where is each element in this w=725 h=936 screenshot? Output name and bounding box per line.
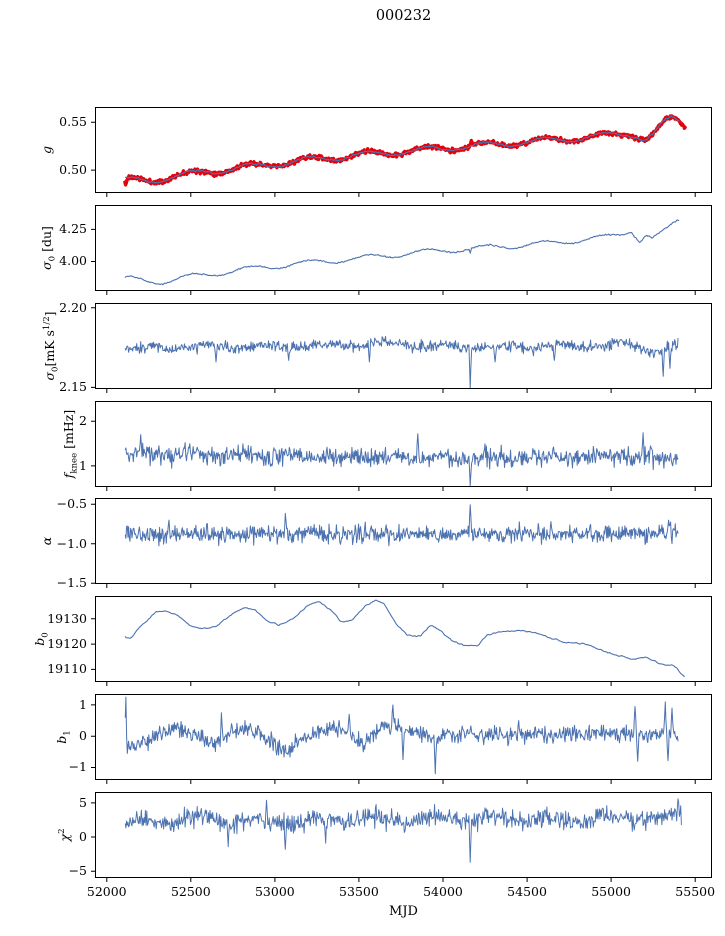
y-tick-label: 0.50 [59, 162, 87, 178]
series-fknee [124, 432, 679, 487]
y-tick-label: 0.55 [59, 114, 87, 130]
tick-marks [91, 121, 696, 197]
x-axis-label: MJD [389, 904, 418, 919]
series-b0 [124, 599, 685, 678]
x-tick-label: 55000 [591, 884, 631, 899]
y-tick-label: −5 [68, 863, 87, 879]
series-sigma0-mks [124, 335, 679, 389]
x-tick-label: 54500 [507, 884, 547, 899]
y-tick-label: 5 [79, 794, 87, 810]
panel-fknee [91, 401, 712, 491]
figure-title: 000232 [375, 8, 432, 24]
panel-sigma0-mks [91, 303, 712, 393]
y-tick-label: 2.15 [59, 379, 87, 395]
y-axis-label-fknee: fknee [mHz] [60, 409, 80, 479]
y-tick-label: 2 [79, 413, 87, 429]
tick-marks [91, 503, 696, 588]
panel-frame [95, 205, 712, 291]
y-tick-label: 0 [79, 829, 87, 845]
y-tick-label: 4.00 [59, 253, 87, 269]
y-tick-label: 4.25 [59, 221, 87, 237]
x-tick-label: 52500 [170, 884, 211, 899]
x-tick-label: 52000 [86, 884, 127, 899]
panel-frame [95, 596, 712, 682]
y-tick-label: −1.5 [56, 575, 87, 591]
y-tick-label: 1 [79, 457, 87, 473]
y-tick-label: 2.20 [59, 299, 87, 315]
panel-frame [95, 303, 712, 389]
panel-g [91, 107, 712, 197]
panel-chi2 [91, 792, 712, 882]
panel-frame [95, 792, 712, 878]
x-tick-label: 53000 [254, 884, 295, 899]
y-axis-label-chi2: χ2 [56, 828, 72, 842]
x-tick-label: 53500 [339, 884, 379, 899]
panel-b0 [91, 596, 712, 686]
y-tick-label: 19110 [47, 661, 87, 677]
y-tick-label: 0 [79, 728, 87, 744]
y-tick-label: 19120 [47, 636, 87, 652]
tick-marks [91, 307, 696, 393]
tick-marks [91, 704, 696, 784]
series-alpha [124, 504, 679, 547]
tick-marks [91, 618, 696, 686]
y-tick-label: 19130 [47, 610, 87, 626]
panel-frame [95, 401, 712, 487]
series-g-model [125, 115, 680, 184]
x-tick-label: 54000 [423, 884, 463, 899]
panel-alpha [91, 498, 712, 588]
series-sigma0-du [124, 219, 680, 286]
series-chi2 [124, 798, 682, 863]
series-b1 [124, 696, 679, 775]
panel-frame [95, 694, 712, 780]
x-tick-label: 55500 [675, 884, 716, 899]
tick-marks [91, 228, 696, 295]
y-tick-label: 1 [79, 696, 87, 712]
tick-marks [91, 420, 696, 491]
series-g-measured [123, 114, 687, 187]
tick-marks [91, 802, 696, 882]
panel-frame [95, 498, 712, 584]
panel-frame [95, 107, 712, 193]
y-tick-label: −1 [68, 759, 87, 775]
y-tick-label: −0.5 [56, 496, 87, 512]
panel-b1 [91, 694, 712, 784]
panel-sigma0-du [91, 205, 712, 295]
y-tick-label: −1.0 [56, 535, 87, 551]
